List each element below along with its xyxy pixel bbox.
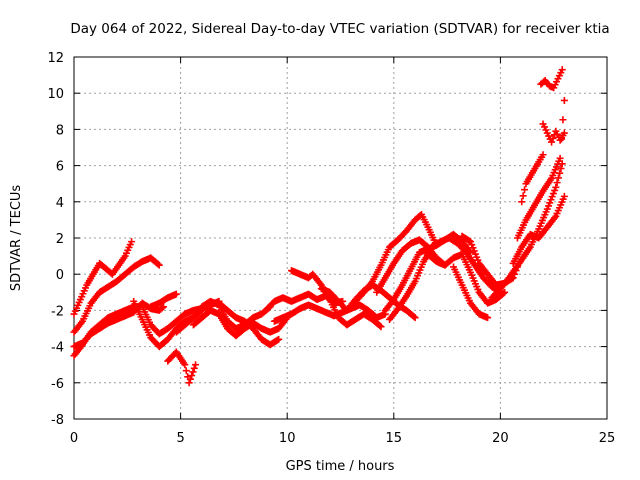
series-arc-19 [386,234,504,323]
chart-title: Day 064 of 2022, Sidereal Day-to-day VTE… [70,21,609,37]
data-point [518,198,526,206]
data-point [556,154,564,162]
data-point [558,66,566,74]
y-tick-label: -8 [51,413,64,428]
series-arc-28 [537,66,566,92]
data-point [484,314,492,322]
data-point [190,364,198,372]
y-tick-label: 10 [47,87,64,102]
y-tick-label: -6 [51,377,64,392]
series-arc-20 [424,250,509,307]
series-arc-24 [509,192,568,267]
data-marks [70,66,568,387]
series-arc-23 [488,160,566,302]
x-tick-label: 0 [70,431,78,446]
data-point [158,304,166,312]
y-tick-label: 4 [56,196,64,211]
series-arc-16 [351,210,440,305]
data-point [499,289,507,297]
data-point [548,138,556,146]
y-tick-label: 2 [56,232,64,247]
x-tick-label: 20 [492,431,509,446]
y-tick-label: 12 [47,51,64,66]
data-point [552,183,560,191]
x-tick-label: 10 [279,431,296,446]
data-point [185,379,193,387]
y-tick-label: -2 [51,304,64,319]
series-arc-11 [215,299,283,349]
x-axis-ticks: 0 5 10 15 20 25 [70,57,615,446]
x-tick-label: 5 [176,431,184,446]
data-point [410,313,418,321]
series-arc-2 [70,254,163,336]
series-arc-21 [449,263,492,322]
data-point [192,361,200,369]
data-point [539,151,547,159]
x-axis-label: GPS time / hours [286,459,395,474]
y-tick-label: -4 [51,341,64,356]
data-point [549,134,557,142]
data-point [519,192,527,200]
data-point [188,372,196,380]
data-point [275,335,283,343]
data-point [560,129,568,137]
series-arc-7 [147,290,180,311]
series-arc-1 [70,238,136,318]
data-point [559,116,567,124]
y-tick-label: 0 [56,268,64,283]
data-point [557,164,565,172]
data-point [154,260,162,268]
series-arc-26 [518,151,547,206]
data-point [160,303,168,311]
data-point [181,361,189,369]
data-point [554,174,562,182]
data-point [128,238,136,246]
x-tick-label: 15 [386,431,403,446]
data-point [172,290,180,298]
series-arc-6 [138,297,223,338]
data-point [376,322,384,330]
x-tick-label: 25 [599,431,616,446]
data-point [377,323,385,331]
data-point [182,367,190,375]
data-point [186,375,194,383]
data-point [189,368,197,376]
data-point [553,179,561,187]
data-point [501,288,509,296]
y-tick-label: 8 [56,123,64,138]
data-point [560,192,568,200]
data-point [155,261,163,269]
y-axis-label: SDTVAR / TECUs [9,185,24,292]
y-tick-label: 6 [56,160,64,175]
data-point [411,314,419,322]
y-axis-ticks: -8 -6 -4 -2 0 2 4 6 8 10 12 [47,51,607,428]
series-arc-25 [513,96,568,242]
series-arc-27 [539,120,568,146]
data-point [521,186,529,194]
data-point [560,96,568,104]
series-arc-8 [164,348,200,387]
